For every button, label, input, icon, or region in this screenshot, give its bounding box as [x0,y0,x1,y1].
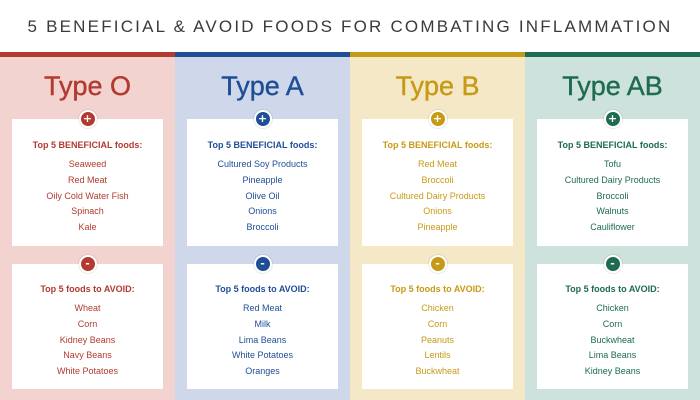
list-item: Corn [77,318,98,329]
list-item: Chicken [421,303,454,313]
list-item: Walnuts [596,206,629,217]
minus-icon: - [603,255,622,273]
plus-icon: + [603,110,622,128]
beneficial-list: Seaweed Red Meat Oily Cold Water Fish Sp… [12,157,163,236]
avoid-card: - Top 5 foods to AVOID: Chicken Corn Buc… [537,255,688,389]
list-item: Olive Oil [245,190,280,201]
list-item: Tofu [603,159,621,169]
column-type-b: Type B + Top 5 BENEFICIAL foods: Red Mea… [350,52,525,400]
avoid-heading: Top 5 foods to AVOID: [565,284,660,294]
beneficial-card: + Top 5 BENEFICIAL foods: Seaweed Red Me… [12,110,163,246]
list-item: Wheat [74,303,101,313]
beneficial-heading: Top 5 BENEFICIAL foods: [382,140,493,150]
list-item: Lima Beans [238,334,287,345]
avoid-card: - Top 5 foods to AVOID: Chicken Corn Pea… [362,255,513,389]
column-type-a: Type A + Top 5 BENEFICIAL foods: Culture… [175,52,350,400]
minus-icon: - [253,255,272,273]
list-item: Red Meat [417,159,458,169]
list-item: Cultured Soy Products [217,159,308,169]
list-item: Lima Beans [588,350,637,361]
list-item: Chicken [596,303,629,313]
list-item: Broccoli [421,174,454,185]
list-item: Oily Cold Water Fish [46,190,129,201]
beneficial-list: Tofu Cultured Dairy Products Broccoli Wa… [537,157,688,236]
list-item: Onions [423,206,452,217]
beneficial-card: + Top 5 BENEFICIAL foods: Red Meat Brocc… [362,110,513,246]
list-item: Kidney Beans [59,334,116,345]
list-item: Seaweed [68,159,107,169]
list-item: Red Meat [67,174,108,185]
list-item: Broccoli [246,222,279,233]
list-item: Pineapple [417,222,458,233]
avoid-card: - Top 5 foods to AVOID: Wheat Corn Kidne… [12,255,163,389]
list-item: Red Meat [242,303,283,313]
column-title: Type O [43,71,132,101]
list-item: Peanuts [420,334,455,345]
avoid-list: Chicken Corn Peanuts Lentils Buckwheat [362,301,513,380]
list-item: Corn [602,318,623,329]
avoid-list: Wheat Corn Kidney Beans Navy Beans White… [12,301,163,380]
beneficial-list: Cultured Soy Products Pineapple Olive Oi… [187,157,338,236]
minus-icon: - [78,255,97,273]
plus-icon: + [78,110,97,128]
list-item: White Potatoes [56,366,119,377]
list-item: Spinach [71,206,104,217]
page-title: 5 BENEFICIAL & AVOID FOODS FOR COMBATING… [27,17,673,36]
list-item: Buckwheat [415,366,460,377]
list-item: Broccoli [596,190,629,201]
list-item: Oranges [245,366,280,377]
list-item: Milk [254,318,271,329]
avoid-list: Red Meat Milk Lima Beans White Potatoes … [187,301,338,380]
list-item: Cauliflower [590,222,635,233]
avoid-heading: Top 5 foods to AVOID: [390,284,485,294]
avoid-heading: Top 5 foods to AVOID: [215,284,310,294]
list-item: Pineapple [242,174,283,185]
plus-icon: + [428,110,447,128]
avoid-list: Chicken Corn Buckwheat Lima Beans Kidney… [537,301,688,380]
column-title: Type B [395,71,480,101]
column-title: Type AB [562,71,663,101]
list-item: White Potatoes [231,350,294,361]
beneficial-heading: Top 5 BENEFICIAL foods: [557,140,668,150]
list-item: Onions [248,206,277,217]
list-item: Kale [78,222,97,233]
list-item: Kidney Beans [584,366,641,377]
plus-icon: + [253,110,272,128]
list-item: Navy Beans [63,350,112,361]
list-item: Buckwheat [590,334,635,345]
list-item: Corn [427,318,448,329]
avoid-heading: Top 5 foods to AVOID: [40,284,135,294]
avoid-card: - Top 5 foods to AVOID: Red Meat Milk Li… [187,255,338,389]
minus-icon: - [428,255,447,273]
beneficial-card: + Top 5 BENEFICIAL foods: Tofu Cultured … [537,110,688,246]
column-title: Type A [221,71,304,101]
column-type-ab: Type AB + Top 5 BENEFICIAL foods: Tofu C… [525,52,700,400]
beneficial-heading: Top 5 BENEFICIAL foods: [32,140,143,150]
list-item: Lentils [424,350,451,361]
list-item: Cultured Dairy Products [564,174,661,185]
list-item: Cultured Dairy Products [389,190,486,201]
column-type-o: Type O + Top 5 BENEFICIAL foods: Seaweed… [0,52,175,400]
beneficial-list: Red Meat Broccoli Cultured Dairy Product… [362,157,513,236]
beneficial-heading: Top 5 BENEFICIAL foods: [207,140,318,150]
beneficial-card: + Top 5 BENEFICIAL foods: Cultured Soy P… [187,110,338,246]
blood-type-columns: Type O + Top 5 BENEFICIAL foods: Seaweed… [0,52,700,400]
